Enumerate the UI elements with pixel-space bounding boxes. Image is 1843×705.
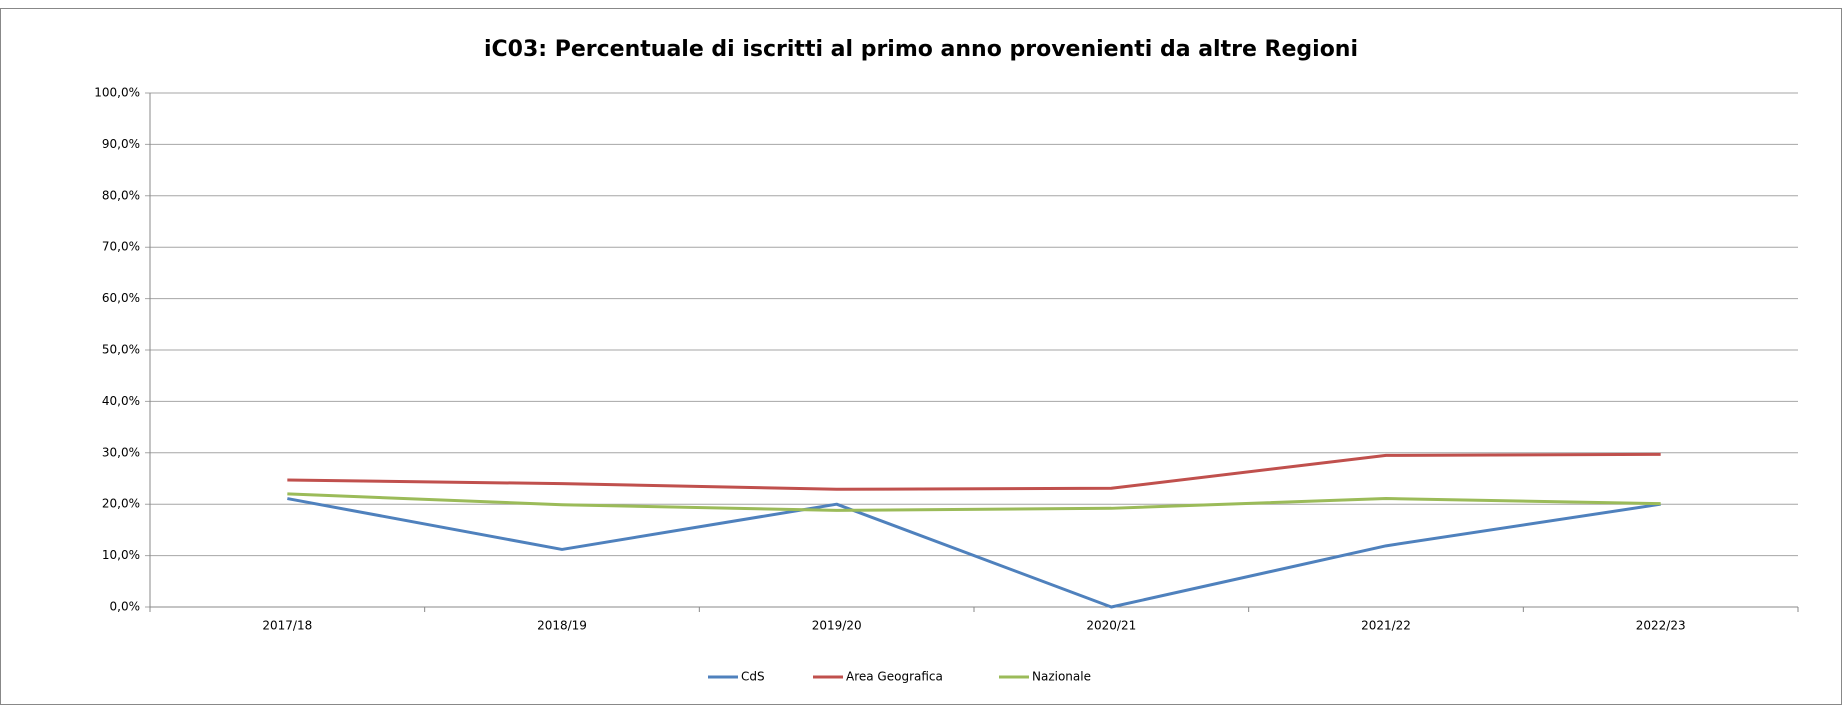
x-tick-label: 2019/20 — [812, 619, 862, 633]
y-tick-label: 70,0% — [102, 240, 140, 254]
data-line — [287, 497, 1661, 609]
legend-label: CdS — [741, 670, 765, 684]
y-tick-label: 40,0% — [102, 394, 140, 408]
x-tick-label: 2018/19 — [537, 619, 587, 633]
y-tick-label: 90,0% — [102, 137, 140, 151]
y-tick-label: 10,0% — [102, 548, 140, 562]
y-tick-label: 50,0% — [102, 343, 140, 357]
x-tick-label: 2020/21 — [1086, 619, 1136, 633]
x-tick-label: 2017/18 — [262, 619, 312, 633]
y-tick-label: 100,0% — [94, 86, 140, 100]
legend-label: Nazionale — [1032, 670, 1091, 684]
chart-border — [0, 8, 1842, 705]
y-tick-label: 80,0% — [102, 188, 140, 202]
x-tick-label: 2021/22 — [1361, 619, 1411, 633]
y-tick-label: 0,0% — [110, 600, 141, 614]
legend-label: Area Geografica — [846, 670, 943, 684]
data-line — [287, 452, 1661, 491]
y-tick-label: 20,0% — [102, 497, 140, 511]
chart-title: iC03: Percentuale di iscritti al primo a… — [484, 37, 1358, 62]
y-tick-label: 30,0% — [102, 445, 140, 459]
y-tick-label: 60,0% — [102, 291, 140, 305]
data-line — [287, 492, 1661, 512]
x-tick-label: 2022/23 — [1636, 619, 1686, 633]
